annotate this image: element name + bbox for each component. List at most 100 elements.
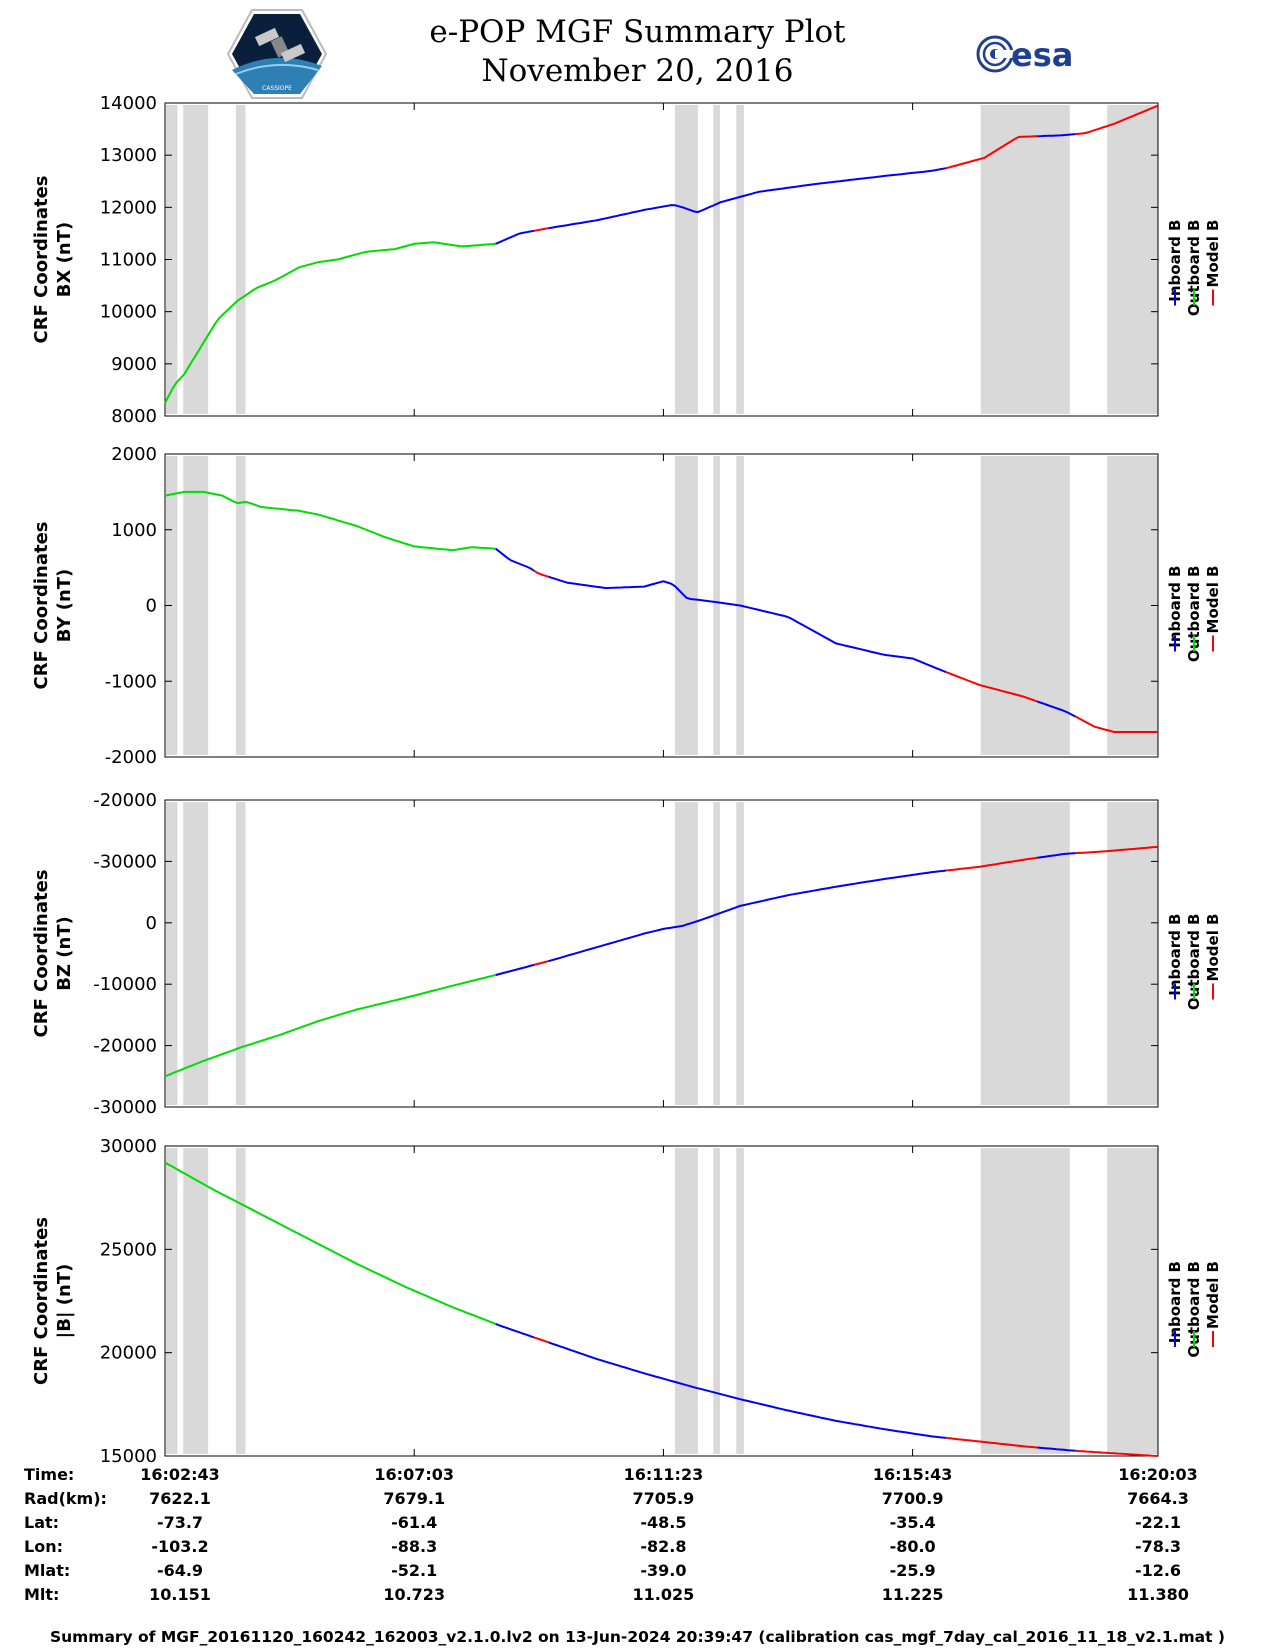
legend-label: Outboard B bbox=[1185, 220, 1203, 317]
legend-label: Outboard B bbox=[1185, 914, 1203, 1011]
y-axis-label: CRF Coordinates bbox=[31, 870, 52, 1038]
data-gap-band bbox=[713, 1148, 720, 1454]
info-value: -39.0 bbox=[640, 1561, 686, 1580]
data-gap-band bbox=[1052, 105, 1070, 414]
data-gap-band bbox=[736, 802, 744, 1105]
info-value: 16:15:43 bbox=[873, 1465, 953, 1484]
info-value: -88.3 bbox=[391, 1537, 437, 1556]
info-value: 16:02:43 bbox=[140, 1465, 220, 1484]
series-line-inboard bbox=[1036, 700, 1077, 718]
legend-label: Model B bbox=[1204, 220, 1222, 288]
y-axis-label: BZ (nT) bbox=[54, 916, 75, 991]
info-value: 7705.9 bbox=[633, 1489, 695, 1508]
data-gap-band bbox=[183, 105, 209, 414]
data-gap-band bbox=[713, 802, 720, 1105]
series-line-model bbox=[1075, 104, 1159, 136]
y-tick-label: 9000 bbox=[111, 354, 157, 375]
y-tick-label: -30000 bbox=[93, 851, 157, 872]
y-axis-label: |B| (nT) bbox=[54, 1264, 75, 1339]
y-axis-label: BY (nT) bbox=[54, 569, 75, 643]
data-gap-band bbox=[1107, 456, 1158, 755]
info-row-label: Lon: bbox=[24, 1537, 63, 1556]
info-value: 11.025 bbox=[633, 1585, 695, 1604]
legend-label: Model B bbox=[1204, 1261, 1222, 1329]
series-line-outboard bbox=[164, 1161, 496, 1325]
data-gap-band bbox=[674, 105, 698, 414]
series-line-outboard bbox=[164, 974, 496, 1078]
data-gap-band bbox=[674, 802, 698, 1105]
y-tick-label: 11000 bbox=[100, 250, 157, 271]
info-value: -35.4 bbox=[890, 1513, 936, 1532]
y-axis-label: CRF Coordinates bbox=[31, 1217, 52, 1385]
series-line-model bbox=[533, 1336, 549, 1344]
info-value: 16:20:03 bbox=[1118, 1465, 1198, 1484]
series-line-inboard bbox=[548, 1341, 947, 1439]
info-row-label: Mlt: bbox=[24, 1585, 59, 1604]
y-tick-label: -20000 bbox=[93, 1036, 157, 1057]
y-tick-label: 0 bbox=[146, 913, 157, 934]
info-value: 16:07:03 bbox=[374, 1465, 454, 1484]
data-gap-band bbox=[235, 802, 246, 1105]
data-gap-band bbox=[736, 1148, 744, 1454]
y-axis-label: CRF Coordinates bbox=[31, 522, 52, 690]
legend-label: Inboard B bbox=[1166, 220, 1184, 302]
y-tick-label: -2000 bbox=[105, 747, 157, 768]
y-tick-label: -1000 bbox=[105, 671, 157, 692]
legend-label: Outboard B bbox=[1185, 566, 1203, 663]
data-gap-band bbox=[235, 456, 246, 755]
series-line-model bbox=[533, 960, 549, 966]
info-value: -48.5 bbox=[640, 1513, 686, 1532]
data-gap-band bbox=[183, 802, 209, 1105]
info-value: 10.151 bbox=[149, 1585, 211, 1604]
series-line-outboard bbox=[164, 490, 496, 552]
y-tick-label: 25000 bbox=[100, 1239, 157, 1260]
info-value: -73.7 bbox=[157, 1513, 203, 1532]
info-value: -52.1 bbox=[391, 1561, 437, 1580]
chart-title: e-POP MGF Summary Plot bbox=[429, 14, 846, 50]
series-line-model bbox=[1075, 1449, 1159, 1457]
info-value: -12.6 bbox=[1135, 1561, 1181, 1580]
info-value: -82.8 bbox=[640, 1537, 686, 1556]
series-line-model bbox=[533, 569, 549, 578]
data-gap-band bbox=[713, 105, 720, 414]
legend-label: Inboard B bbox=[1166, 1261, 1184, 1343]
chart-date: November 20, 2016 bbox=[481, 53, 794, 89]
data-gap-band bbox=[1107, 105, 1158, 414]
series-line-inboard bbox=[548, 167, 947, 230]
info-value: 16:11:23 bbox=[624, 1465, 704, 1484]
info-row-label: Rad(km): bbox=[24, 1489, 107, 1508]
info-row-label: Mlat: bbox=[24, 1561, 70, 1580]
y-tick-label: 10000 bbox=[100, 302, 157, 323]
series-line-inboard bbox=[495, 963, 535, 976]
info-value: 11.225 bbox=[882, 1585, 944, 1604]
data-gap-band bbox=[1052, 456, 1070, 755]
info-row-label: Lat: bbox=[24, 1513, 59, 1532]
series-line-inboard bbox=[548, 869, 947, 963]
series-line-inboard bbox=[495, 1322, 535, 1339]
info-value: -25.9 bbox=[890, 1561, 936, 1580]
info-value: -103.2 bbox=[151, 1537, 208, 1556]
plot-frame bbox=[164, 799, 1159, 1108]
info-value: 7679.1 bbox=[383, 1489, 445, 1508]
y-tick-label: 20000 bbox=[100, 1343, 157, 1364]
y-tick-label: 2000 bbox=[111, 444, 157, 465]
series-line-inboard bbox=[495, 547, 535, 572]
series-line-outboard bbox=[164, 241, 496, 404]
y-tick-label: -20000 bbox=[93, 790, 157, 811]
info-value: 7700.9 bbox=[882, 1489, 944, 1508]
cassiope-logo-icon: CASSIOPE bbox=[226, 9, 328, 99]
data-gap-band bbox=[183, 1148, 209, 1454]
data-gap-band bbox=[235, 1148, 246, 1454]
series-line-model bbox=[945, 135, 1038, 170]
y-tick-label: -10000 bbox=[93, 974, 157, 995]
info-value: -64.9 bbox=[157, 1561, 203, 1580]
y-tick-label: 0 bbox=[146, 596, 157, 617]
legend-label: Model B bbox=[1204, 914, 1222, 982]
legend-label: Outboard B bbox=[1185, 1261, 1203, 1358]
data-gap-band bbox=[1052, 802, 1070, 1105]
esa-logo-icon: esa bbox=[976, 35, 1073, 74]
y-tick-label: 1000 bbox=[111, 520, 157, 541]
cassiope-logo-text: CASSIOPE bbox=[262, 85, 292, 92]
info-value: 11.380 bbox=[1127, 1585, 1189, 1604]
info-value: -22.1 bbox=[1135, 1513, 1181, 1532]
